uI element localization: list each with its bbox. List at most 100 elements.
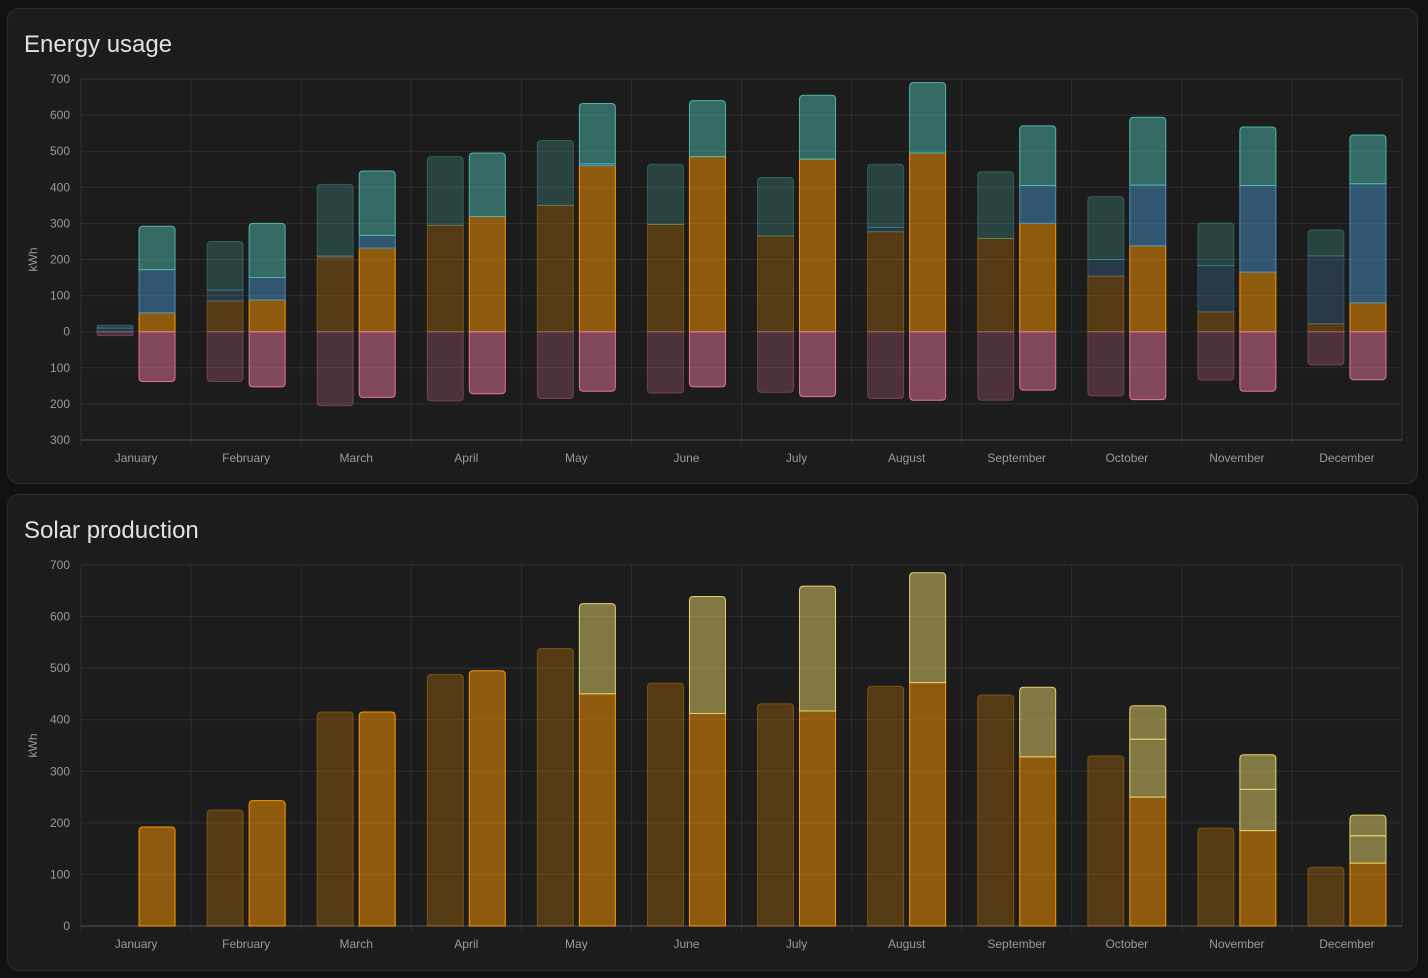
usage-bar-current-year-solar[interactable] bbox=[248, 299, 286, 333]
usage-bar-previous-year-grid-export[interactable] bbox=[867, 331, 905, 399]
solar-bar-current-year-solar-production[interactable] bbox=[1019, 756, 1057, 927]
usage-bar-current-year-battery[interactable] bbox=[138, 225, 176, 271]
solar-bar-current-year-solar-production[interactable] bbox=[578, 693, 616, 927]
usage-bar-previous-year-solar[interactable] bbox=[206, 300, 244, 333]
usage-bar-current-year-solar[interactable] bbox=[688, 156, 726, 333]
solar-bar-previous-year-solar-production[interactable] bbox=[867, 685, 905, 927]
usage-bar-previous-year-grid-import[interactable] bbox=[1087, 259, 1125, 277]
usage-bar-current-year-grid-export[interactable] bbox=[1239, 331, 1277, 392]
usage-bar-previous-year-grid-import[interactable] bbox=[1307, 255, 1345, 325]
usage-bar-previous-year-solar[interactable] bbox=[1197, 311, 1235, 333]
usage-bar-current-year-solar[interactable] bbox=[799, 158, 837, 333]
solar-bar-current-year-forecast[interactable] bbox=[1019, 686, 1057, 758]
solar-bar-current-year-solar-production[interactable] bbox=[688, 713, 726, 927]
usage-bar-current-year-battery[interactable] bbox=[248, 222, 286, 279]
usage-bar-previous-year-grid-import[interactable] bbox=[96, 327, 134, 333]
solar-bar-current-year-forecast[interactable] bbox=[1349, 835, 1387, 864]
usage-bar-previous-year-grid-export[interactable] bbox=[316, 331, 354, 407]
usage-bar-current-year-battery[interactable] bbox=[578, 103, 616, 165]
solar-bar-current-year-forecast-remaining[interactable] bbox=[1239, 754, 1277, 790]
solar-bar-current-year-solar-production[interactable] bbox=[1129, 796, 1167, 927]
solar-bar-previous-year-solar-production[interactable] bbox=[1197, 827, 1235, 927]
solar-bar-current-year-forecast-remaining[interactable] bbox=[1349, 814, 1387, 837]
usage-bar-previous-year-battery[interactable] bbox=[426, 156, 464, 226]
solar-bar-current-year-forecast-remaining[interactable] bbox=[1129, 705, 1167, 740]
solar-bar-current-year-forecast[interactable] bbox=[578, 603, 616, 695]
usage-bar-current-year-battery[interactable] bbox=[688, 100, 726, 158]
solar-bar-previous-year-solar-production[interactable] bbox=[977, 694, 1015, 927]
solar-bar-current-year-solar-production[interactable] bbox=[909, 682, 947, 927]
usage-bar-current-year-grid-import[interactable] bbox=[1349, 183, 1387, 304]
usage-bar-current-year-solar[interactable] bbox=[1019, 222, 1057, 333]
solar-bar-current-year-forecast[interactable] bbox=[688, 595, 726, 715]
solar-bar-current-year-solar-production[interactable] bbox=[1349, 862, 1387, 927]
usage-bar-previous-year-solar[interactable] bbox=[1307, 323, 1345, 333]
usage-bar-previous-year-grid-import[interactable] bbox=[206, 289, 244, 302]
energy-usage-chart[interactable]: 700 600 500 400 300 200 100 0 100 200 300 kWh Januar… bbox=[8, 9, 1419, 485]
usage-bar-current-year-grid-import[interactable] bbox=[1239, 184, 1277, 273]
usage-bar-previous-year-grid-import[interactable] bbox=[867, 226, 905, 233]
usage-bar-previous-year-solar[interactable] bbox=[1087, 275, 1125, 333]
usage-bar-previous-year-grid-export[interactable] bbox=[1307, 331, 1345, 366]
usage-bar-current-year-battery[interactable] bbox=[1349, 134, 1387, 185]
solar-bar-previous-year-solar-production[interactable] bbox=[1087, 755, 1125, 927]
usage-bar-previous-year-battery[interactable] bbox=[316, 183, 354, 257]
usage-bar-previous-year-solar[interactable] bbox=[316, 256, 354, 333]
usage-bar-current-year-grid-export[interactable] bbox=[358, 331, 396, 398]
usage-bar-previous-year-battery[interactable] bbox=[1197, 222, 1235, 267]
usage-bar-previous-year-solar[interactable] bbox=[867, 231, 905, 333]
usage-bar-previous-year-grid-export[interactable] bbox=[757, 331, 795, 393]
usage-bar-current-year-solar[interactable] bbox=[358, 247, 396, 333]
usage-bar-current-year-grid-import[interactable] bbox=[248, 277, 286, 301]
usage-bar-current-year-battery[interactable] bbox=[909, 82, 947, 154]
usage-bar-previous-year-solar[interactable] bbox=[757, 235, 795, 333]
usage-bar-previous-year-battery[interactable] bbox=[1087, 196, 1125, 260]
solar-bar-current-year-solar-production[interactable] bbox=[358, 711, 396, 927]
usage-bar-current-year-battery[interactable] bbox=[1019, 125, 1057, 186]
solar-bar-previous-year-solar-production[interactable] bbox=[536, 648, 574, 927]
solar-bar-previous-year-solar-production[interactable] bbox=[1307, 866, 1345, 927]
usage-bar-current-year-grid-export[interactable] bbox=[578, 331, 616, 392]
solar-bar-previous-year-solar-production[interactable] bbox=[316, 711, 354, 927]
usage-bar-current-year-solar[interactable] bbox=[468, 216, 506, 333]
solar-bar-previous-year-solar-production[interactable] bbox=[646, 682, 684, 927]
usage-bar-current-year-battery[interactable] bbox=[1129, 116, 1167, 186]
usage-bar-previous-year-battery[interactable] bbox=[757, 177, 795, 237]
usage-bar-current-year-grid-export[interactable] bbox=[248, 331, 286, 388]
usage-bar-previous-year-battery[interactable] bbox=[206, 240, 244, 291]
usage-bar-current-year-grid-export[interactable] bbox=[468, 331, 506, 395]
solar-bar-current-year-forecast[interactable] bbox=[909, 572, 947, 684]
usage-bar-previous-year-grid-export[interactable] bbox=[646, 331, 684, 394]
usage-bar-previous-year-grid-export[interactable] bbox=[1087, 331, 1125, 397]
usage-bar-previous-year-grid-export[interactable] bbox=[426, 331, 464, 402]
usage-bar-previous-year-grid-export[interactable] bbox=[977, 331, 1015, 401]
usage-bar-current-year-grid-export[interactable] bbox=[1129, 331, 1167, 401]
usage-bar-previous-year-battery[interactable] bbox=[536, 139, 574, 206]
usage-bar-previous-year-battery[interactable] bbox=[646, 163, 684, 225]
usage-bar-current-year-solar[interactable] bbox=[1349, 302, 1387, 333]
usage-bar-previous-year-grid-export[interactable] bbox=[96, 331, 134, 337]
usage-bar-previous-year-grid-export[interactable] bbox=[536, 331, 574, 399]
solar-bar-current-year-forecast[interactable] bbox=[1129, 738, 1167, 798]
usage-bar-current-year-solar[interactable] bbox=[1129, 245, 1167, 333]
usage-bar-current-year-battery[interactable] bbox=[468, 152, 506, 218]
usage-bar-previous-year-grid-export[interactable] bbox=[1197, 331, 1235, 381]
usage-bar-current-year-battery[interactable] bbox=[1239, 126, 1277, 186]
usage-bar-current-year-grid-export[interactable] bbox=[909, 331, 947, 401]
usage-bar-current-year-battery[interactable] bbox=[358, 170, 396, 236]
solar-bar-current-year-solar-production[interactable] bbox=[1239, 830, 1277, 927]
usage-bar-previous-year-battery[interactable] bbox=[867, 163, 905, 228]
usage-bar-previous-year-battery[interactable] bbox=[96, 324, 134, 329]
usage-bar-current-year-grid-import[interactable] bbox=[138, 269, 176, 314]
usage-bar-previous-year-battery[interactable] bbox=[977, 171, 1015, 240]
usage-bar-current-year-grid-import[interactable] bbox=[1019, 184, 1057, 224]
solar-bar-current-year-forecast[interactable] bbox=[1239, 788, 1277, 832]
solar-bar-previous-year-solar-production[interactable] bbox=[206, 809, 244, 927]
usage-bar-previous-year-solar[interactable] bbox=[646, 223, 684, 333]
usage-bar-previous-year-grid-import[interactable] bbox=[1197, 265, 1235, 313]
usage-bar-current-year-grid-import[interactable] bbox=[1129, 184, 1167, 247]
usage-bar-previous-year-grid-import[interactable] bbox=[316, 255, 354, 258]
usage-bar-current-year-solar[interactable] bbox=[909, 152, 947, 333]
usage-bar-current-year-solar[interactable] bbox=[138, 312, 176, 333]
usage-bar-current-year-grid-export[interactable] bbox=[799, 331, 837, 398]
